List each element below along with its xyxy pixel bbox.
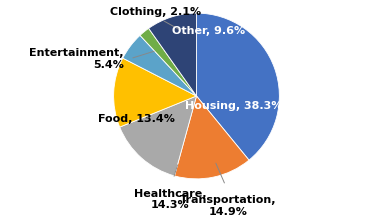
Text: Entertainment,
5.4%: Entertainment, 5.4%	[29, 48, 124, 70]
Text: Other, 9.6%: Other, 9.6%	[172, 26, 245, 36]
Wedge shape	[123, 35, 197, 96]
Text: Housing, 38.3%: Housing, 38.3%	[185, 101, 282, 111]
Wedge shape	[149, 13, 197, 96]
Wedge shape	[120, 96, 197, 176]
Wedge shape	[197, 13, 279, 160]
Wedge shape	[113, 58, 197, 127]
Text: Clothing, 2.1%: Clothing, 2.1%	[110, 7, 200, 17]
Text: Food, 13.4%: Food, 13.4%	[98, 114, 175, 124]
Wedge shape	[140, 28, 197, 96]
Text: Healthcare,
14.3%: Healthcare, 14.3%	[134, 189, 206, 210]
Text: Transportation,
14.9%: Transportation, 14.9%	[180, 195, 276, 217]
Wedge shape	[174, 96, 249, 179]
